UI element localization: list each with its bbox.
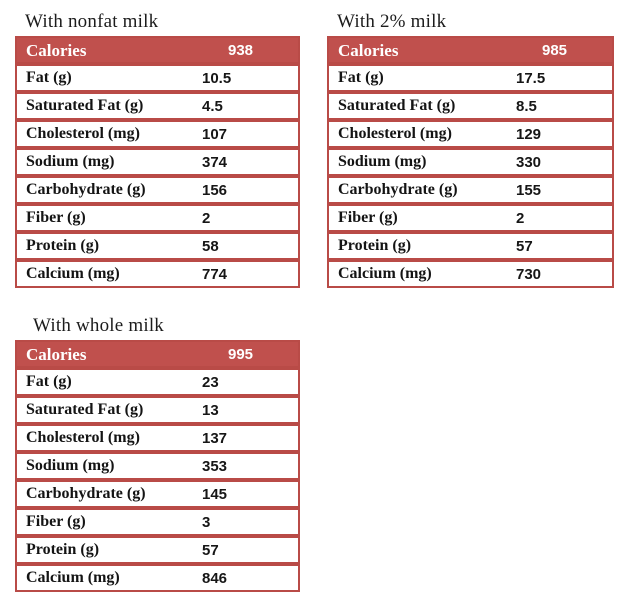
row-label: Fiber (g) (26, 209, 86, 226)
row-label: Protein (g) (338, 237, 412, 254)
row-value: 57 (516, 237, 533, 255)
table-header-row: Calories 938 (15, 36, 300, 64)
row-value: 2 (202, 209, 211, 227)
table-row: Fiber (g) 2 (15, 204, 300, 232)
table-row: Carbohydrate (g) 155 (327, 176, 614, 204)
row-value: 2 (516, 209, 525, 227)
row-label: Sodium (mg) (26, 153, 115, 170)
table-row: Sodium (mg) 374 (15, 148, 300, 176)
row-value: 985 (542, 41, 568, 59)
row-label: Calcium (mg) (26, 569, 120, 586)
nutrition-table: Calories 995 Fat (g) 23 Saturated Fat (g… (15, 340, 300, 592)
table-row: Cholesterol (mg) 137 (15, 424, 300, 452)
row-value: 995 (228, 345, 254, 363)
row-value: 57 (202, 541, 219, 559)
row-label: Fat (g) (338, 69, 384, 86)
row-value: 374 (202, 153, 228, 171)
row-value: 3 (202, 513, 211, 531)
row-label: Cholesterol (mg) (26, 125, 140, 142)
row-value: 10.5 (202, 69, 232, 87)
row-label: Calcium (mg) (26, 265, 120, 282)
row-value: 107 (202, 125, 228, 143)
row-value: 58 (202, 237, 219, 255)
table-row: Saturated Fat (g) 13 (15, 396, 300, 424)
table-row: Sodium (mg) 353 (15, 452, 300, 480)
row-value: 4.5 (202, 97, 223, 115)
row-value: 155 (516, 181, 542, 199)
table-row: Sodium (mg) 330 (327, 148, 614, 176)
table-title: With whole milk (33, 315, 164, 336)
table-row: Calcium (mg) 730 (327, 260, 614, 288)
table-row: Calcium (mg) 774 (15, 260, 300, 288)
row-label: Calories (26, 40, 87, 60)
table-title: With nonfat milk (25, 11, 159, 32)
row-label: Fiber (g) (26, 513, 86, 530)
row-label: Fiber (g) (338, 209, 398, 226)
table-row: Carbohydrate (g) 145 (15, 480, 300, 508)
row-label: Calories (338, 40, 399, 60)
table-row: Fat (g) 17.5 (327, 64, 614, 92)
row-label: Protein (g) (26, 541, 100, 558)
table-row: Fat (g) 10.5 (15, 64, 300, 92)
table-row: Calcium (mg) 846 (15, 564, 300, 592)
row-value: 938 (228, 41, 254, 59)
table-row: Fat (g) 23 (15, 368, 300, 396)
row-label: Cholesterol (mg) (338, 125, 452, 142)
nutrition-panel-nonfat-milk: With nonfat milk Calories 938 Fat (g) 10… (15, 10, 300, 288)
row-label: Saturated Fat (g) (338, 97, 456, 114)
row-label: Saturated Fat (g) (26, 401, 144, 418)
table-row: Protein (g) 57 (15, 536, 300, 564)
table-row: Fiber (g) 2 (327, 204, 614, 232)
table-row: Cholesterol (mg) 129 (327, 120, 614, 148)
table-row: Carbohydrate (g) 156 (15, 176, 300, 204)
row-label: Protein (g) (26, 237, 100, 254)
row-value: 846 (202, 569, 228, 587)
nutrition-table: Calories 938 Fat (g) 10.5 Saturated Fat … (15, 36, 300, 288)
row-value: 8.5 (516, 97, 537, 115)
row-label: Fat (g) (26, 69, 72, 86)
row-label: Calories (26, 344, 87, 364)
row-value: 774 (202, 265, 228, 283)
row-label: Carbohydrate (g) (338, 181, 458, 198)
table-row: Fiber (g) 3 (15, 508, 300, 536)
row-value: 156 (202, 181, 228, 199)
table-title: With 2% milk (337, 11, 447, 32)
row-value: 13 (202, 401, 219, 419)
table-row: Saturated Fat (g) 4.5 (15, 92, 300, 120)
table-header-row: Calories 995 (15, 340, 300, 368)
row-value: 23 (202, 373, 219, 391)
row-label: Cholesterol (mg) (26, 429, 140, 446)
row-label: Fat (g) (26, 373, 72, 390)
table-row: Cholesterol (mg) 107 (15, 120, 300, 148)
table-row: Protein (g) 57 (327, 232, 614, 260)
nutrition-panel-whole-milk: With whole milk Calories 995 Fat (g) 23 … (15, 314, 300, 592)
nutrition-table: Calories 985 Fat (g) 17.5 Saturated Fat … (327, 36, 614, 288)
row-value: 137 (202, 429, 228, 447)
row-label: Sodium (mg) (338, 153, 427, 170)
row-value: 353 (202, 457, 228, 475)
row-label: Carbohydrate (g) (26, 181, 146, 198)
row-value: 129 (516, 125, 542, 143)
nutrition-panel-2pct-milk: With 2% milk Calories 985 Fat (g) 17.5 S… (327, 10, 614, 288)
row-value: 145 (202, 485, 228, 503)
table-row: Protein (g) 58 (15, 232, 300, 260)
row-value: 17.5 (516, 69, 546, 87)
row-label: Sodium (mg) (26, 457, 115, 474)
row-label: Carbohydrate (g) (26, 485, 146, 502)
row-label: Calcium (mg) (338, 265, 432, 282)
table-header-row: Calories 985 (327, 36, 614, 64)
row-label: Saturated Fat (g) (26, 97, 144, 114)
table-row: Saturated Fat (g) 8.5 (327, 92, 614, 120)
row-value: 330 (516, 153, 542, 171)
row-value: 730 (516, 265, 542, 283)
